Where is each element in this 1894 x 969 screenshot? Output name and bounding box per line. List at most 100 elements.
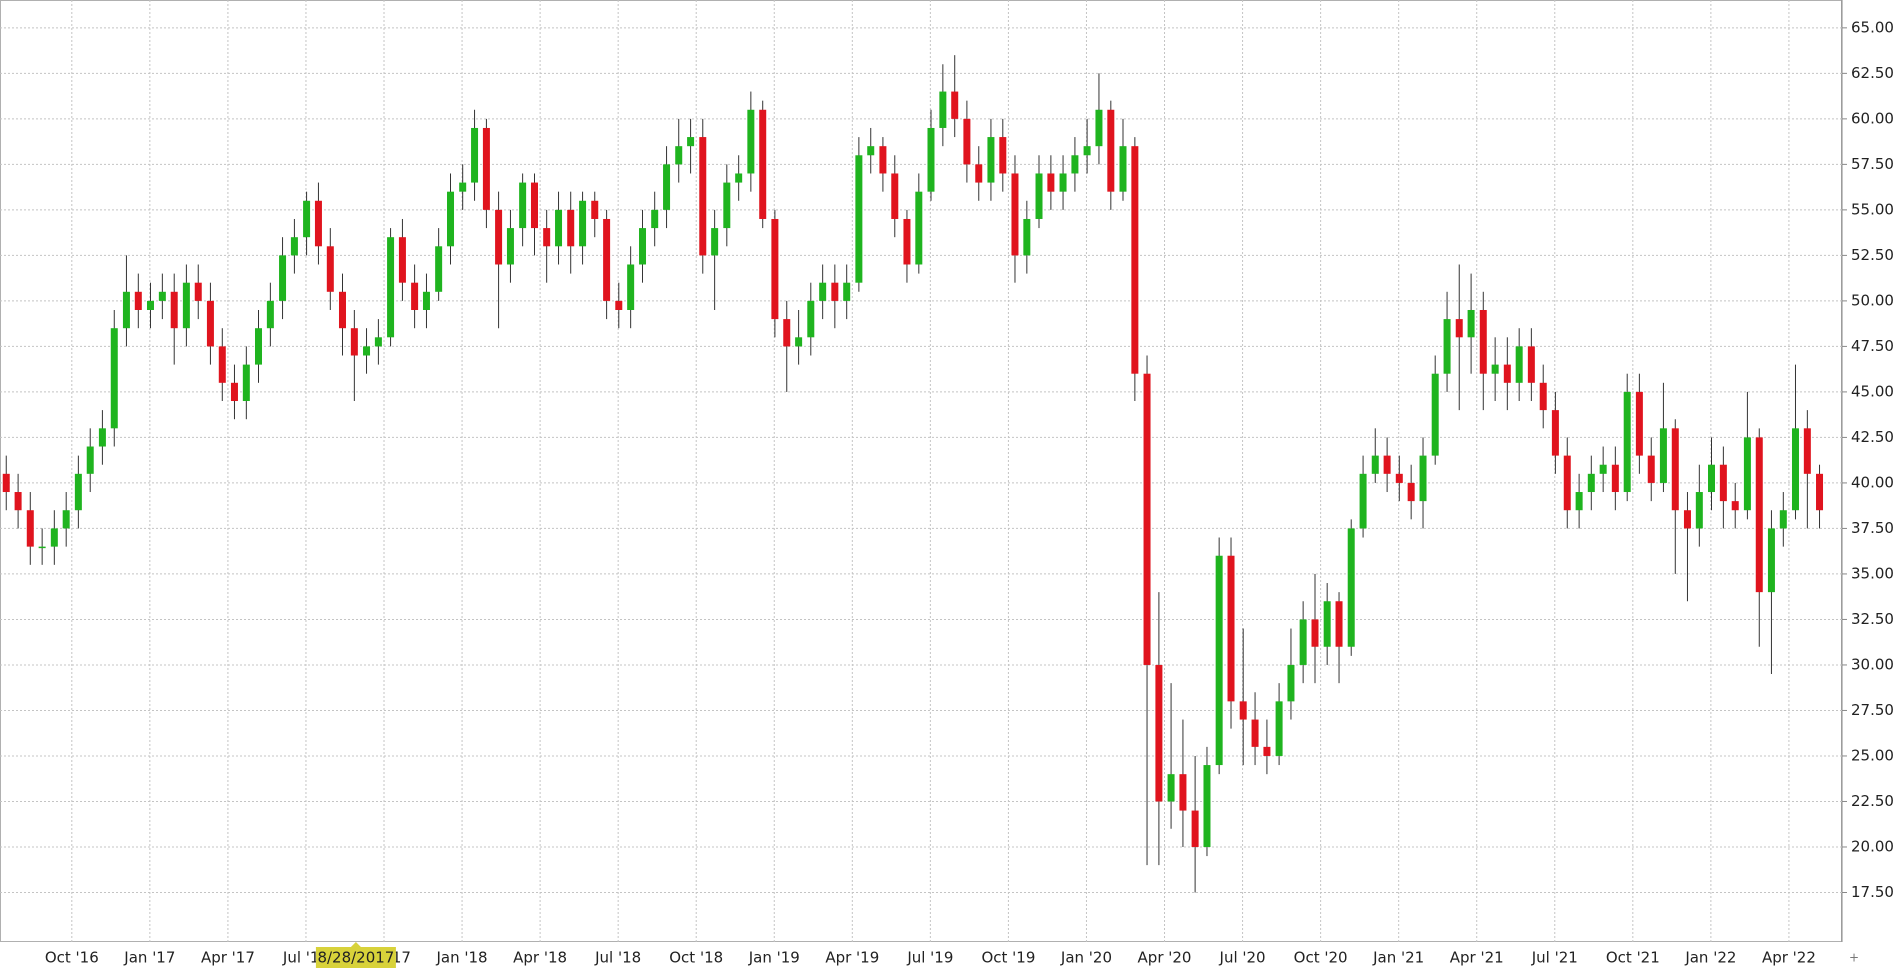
candle-body	[903, 218, 911, 265]
candle-body	[1443, 319, 1451, 374]
x-tick-label: Oct '18	[669, 949, 723, 967]
candle-body	[1347, 528, 1355, 647]
candle-body	[387, 237, 395, 338]
x-tick-label: Jan '19	[748, 949, 800, 967]
candle-body	[1575, 492, 1583, 511]
candle-body	[1131, 146, 1139, 374]
candle-body	[1203, 765, 1211, 847]
candle-body	[206, 300, 214, 347]
y-tick-label: 25.00	[1851, 746, 1894, 764]
candle-body	[699, 137, 707, 256]
y-tick-label: 27.50	[1851, 701, 1894, 719]
candle-body	[1035, 173, 1043, 219]
candle-body	[1515, 346, 1523, 383]
candle-body	[506, 228, 514, 265]
y-tick-label: 60.00	[1851, 109, 1894, 127]
candle-body	[314, 200, 322, 247]
candle-body	[1647, 455, 1655, 483]
x-tick-label: Jan '21	[1372, 949, 1424, 967]
candle-body	[639, 228, 647, 265]
candle-body	[146, 300, 154, 310]
candle-body	[218, 346, 226, 383]
candle-body	[1095, 109, 1103, 147]
candle-body	[279, 255, 287, 301]
candle-body	[398, 237, 406, 283]
y-tick-label: 52.50	[1851, 246, 1894, 264]
candle-body	[338, 291, 346, 329]
candle-body	[495, 209, 503, 265]
candle-body	[1155, 664, 1163, 802]
candle-body	[134, 291, 142, 310]
candle-body	[747, 109, 755, 174]
candle-body	[1623, 391, 1631, 493]
y-tick-label: 45.00	[1851, 382, 1894, 400]
candle-body	[363, 346, 371, 356]
candle-body	[1431, 373, 1439, 456]
candle-body	[603, 218, 611, 301]
candle-body	[963, 118, 971, 165]
candle-body	[879, 146, 887, 174]
candle-body	[1743, 437, 1751, 511]
candle-body	[1599, 464, 1607, 474]
candle-body	[1479, 309, 1487, 374]
candle-body	[1779, 510, 1787, 529]
candle-body	[1299, 619, 1307, 665]
candle-body	[1083, 146, 1091, 156]
candle-body	[110, 328, 118, 429]
candle-body	[915, 191, 923, 265]
candle-body	[843, 282, 851, 301]
y-tick-label: 42.50	[1851, 428, 1894, 446]
candle-body	[1011, 173, 1019, 256]
candle-body	[807, 300, 815, 338]
candle-body	[1467, 309, 1475, 338]
x-tick-label: Oct '19	[981, 949, 1035, 967]
candle-body	[1683, 510, 1691, 529]
y-tick-label: 57.50	[1851, 155, 1894, 173]
candle-body	[1611, 464, 1619, 493]
candle-body	[735, 173, 743, 183]
x-tick-label: Jul '18	[594, 949, 641, 967]
candle-body	[1047, 173, 1055, 192]
y-tick-label: 22.50	[1851, 792, 1894, 810]
candle-body	[1491, 364, 1499, 374]
x-tick-label: Jul '19	[906, 949, 953, 967]
candle-body	[98, 428, 106, 447]
candle-body	[86, 446, 94, 474]
candle-body	[711, 228, 719, 256]
candle-body	[1539, 382, 1547, 411]
candle-body	[1803, 428, 1811, 474]
candle-body	[122, 291, 130, 329]
x-tick-label: Jan '18	[436, 949, 488, 967]
candle-body	[2, 473, 10, 493]
candle-body	[615, 300, 623, 310]
candle-body	[759, 109, 767, 219]
candle-body	[1407, 482, 1415, 502]
candle-body	[194, 282, 202, 301]
candle-body	[290, 237, 298, 256]
candle-body	[663, 164, 671, 210]
candle-body	[975, 164, 983, 183]
candle-body	[530, 182, 538, 229]
candle-body	[951, 91, 959, 119]
candle-body	[939, 91, 947, 128]
candle-body	[74, 473, 82, 511]
candle-body	[1335, 601, 1343, 647]
candle-body	[1455, 319, 1463, 338]
candle-body	[1107, 109, 1115, 192]
candle-body	[1275, 701, 1283, 756]
candle-body	[170, 291, 178, 329]
candle-body	[1191, 810, 1199, 847]
candle-body	[459, 182, 467, 192]
candle-body	[1383, 455, 1391, 474]
candle-body	[1551, 410, 1559, 456]
candle-body	[471, 127, 479, 183]
plot-area	[0, 0, 1842, 942]
candle-body	[1563, 455, 1571, 511]
y-tick-label: 35.00	[1851, 564, 1894, 582]
candle-body	[543, 228, 551, 247]
candle-body	[1395, 473, 1403, 483]
candle-body	[1215, 555, 1223, 766]
candle-body	[1287, 664, 1295, 702]
